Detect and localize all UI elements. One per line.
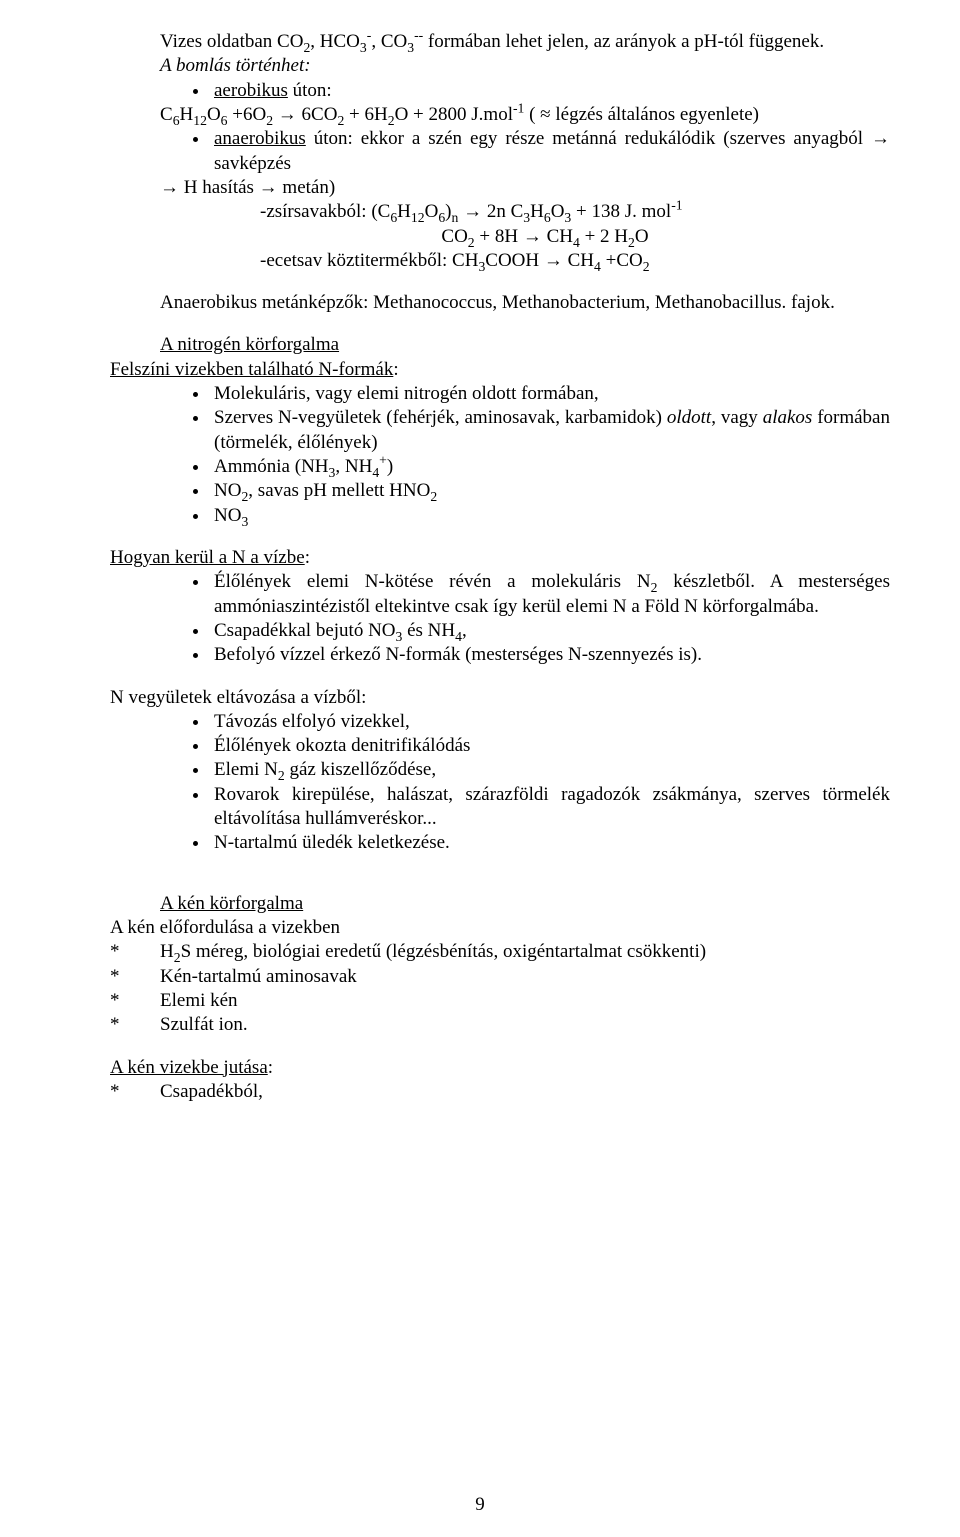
list-item: NO2, savas pH mellett HNO2 bbox=[210, 479, 890, 503]
list-item: Élőlények elemi N-kötése révén a molekul… bbox=[210, 570, 890, 619]
list-item: Távozás elfolyó vizekkel, bbox=[210, 710, 890, 734]
list-item: Befolyó vízzel érkező N-formák (mestersé… bbox=[210, 643, 890, 667]
list-item: *H2S méreg, biológiai eredetű (légzésbén… bbox=[110, 940, 890, 964]
equation: → H hasítás → metán) bbox=[160, 176, 890, 200]
list-item: Molekuláris, vagy elemi nitrogén oldott … bbox=[210, 382, 890, 406]
equation: -ecetsav köztitermékből: CH3COOH → CH4 +… bbox=[260, 249, 890, 273]
list-item: NO3 bbox=[210, 504, 890, 528]
bullet-list: Molekuláris, vagy elemi nitrogén oldott … bbox=[210, 382, 890, 528]
list-item: Ammónia (NH3, NH4+) bbox=[210, 455, 890, 479]
document-page: Vizes oldatban CO2, HCO3-, CO3-- formába… bbox=[0, 0, 960, 1537]
bullet-list: Élőlények elemi N-kötése révén a molekul… bbox=[210, 570, 890, 667]
heading: A kén körforgalma bbox=[160, 892, 890, 916]
paragraph: A bomlás történhet: bbox=[160, 54, 890, 78]
list-item: aerobikus úton: bbox=[210, 79, 890, 103]
list-item: Szerves N-vegyületek (fehérjék, aminosav… bbox=[210, 406, 890, 455]
list-item: Csapadékkal bejutó NO3 és NH4, bbox=[210, 619, 890, 643]
list-item: Élőlények okozta denitrifikálódás bbox=[210, 734, 890, 758]
heading: Hogyan kerül a N a vízbe: bbox=[110, 546, 890, 570]
heading: A kén előfordulása a vizekben bbox=[110, 916, 890, 940]
bullet-list: Távozás elfolyó vizekkel, Élőlények okoz… bbox=[210, 710, 890, 856]
heading: Felszíni vizekben található N-formák: bbox=[110, 358, 890, 382]
page-number: 9 bbox=[0, 1493, 960, 1517]
equation: -zsírsavakból: (C6H12O6)n → 2n C3H6O3 + … bbox=[260, 200, 890, 224]
heading: N vegyületek eltávozása a vízből: bbox=[110, 686, 890, 710]
list-item: *Kén-tartalmú aminosavak bbox=[110, 965, 890, 989]
list-item: Rovarok kirepülése, halászat, szárazföld… bbox=[210, 783, 890, 832]
list-item: *Elemi kén bbox=[110, 989, 890, 1013]
equation: CO2 + 8H → CH4 + 2 H2O bbox=[110, 225, 890, 249]
bullet-list: aerobikus úton: bbox=[210, 79, 890, 103]
heading: A nitrogén körforgalma bbox=[160, 333, 890, 357]
heading: A kén vizekbe jutása: bbox=[110, 1056, 890, 1080]
paragraph: Anaerobikus metánképzők: Methanococcus, … bbox=[110, 291, 890, 315]
list-item: Elemi N2 gáz kiszellőződése, bbox=[210, 758, 890, 782]
paragraph: Vizes oldatban CO2, HCO3-, CO3-- formába… bbox=[110, 30, 890, 54]
list-item: anaerobikus úton: ekkor a szén egy része… bbox=[210, 127, 890, 176]
list-item: N-tartalmú üledék keletkezése. bbox=[210, 831, 890, 855]
equation: C6H12O6 +6O2 → 6CO2 + 6H2O + 2800 J.mol-… bbox=[160, 103, 890, 127]
list-item: *Csapadékból, bbox=[110, 1080, 890, 1104]
bullet-list: anaerobikus úton: ekkor a szén egy része… bbox=[210, 127, 890, 176]
list-item: *Szulfát ion. bbox=[110, 1013, 890, 1037]
